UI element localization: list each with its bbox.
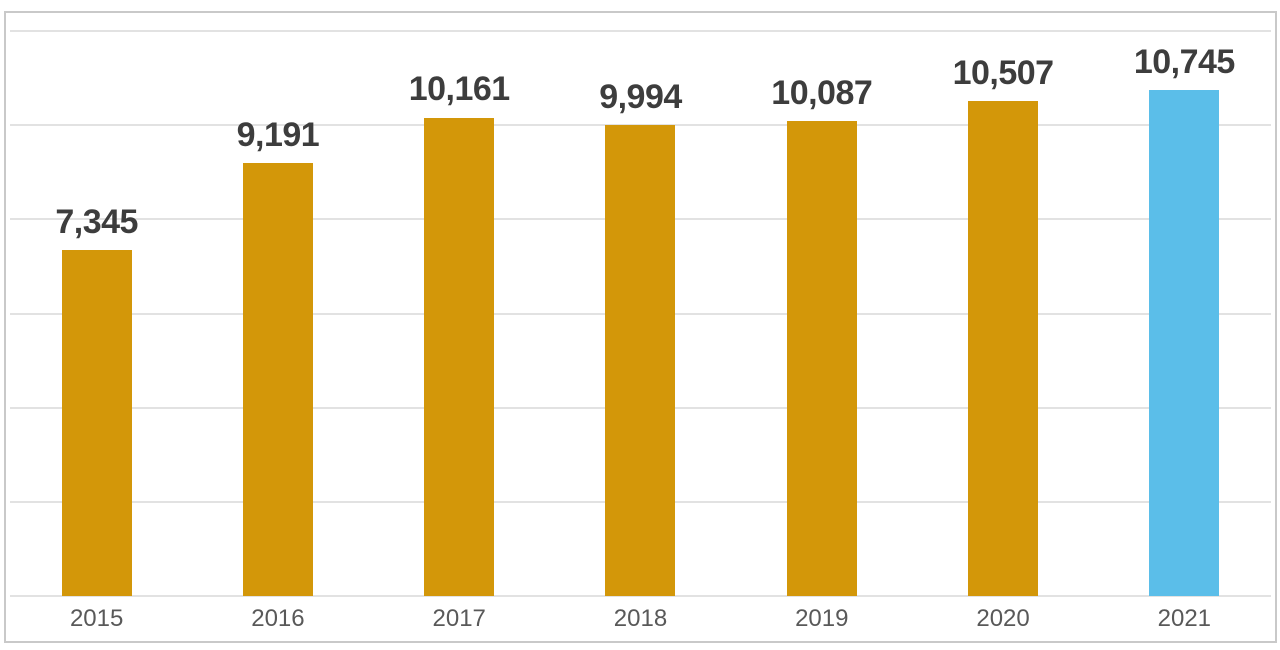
x-tick-label-2015: 2015: [69, 604, 124, 632]
plot-area: 7,345 9,191 10,161 9,994 10,087 10,507 10,745: [6, 30, 1275, 597]
data-label-2020: 10,507: [952, 53, 1055, 92]
x-tick-label-2020: 2020: [976, 604, 1030, 632]
x-axis: 2015 2016 2017 2018 2019 2020 2021: [6, 596, 1275, 641]
gridline-0: [10, 595, 1271, 597]
bar-2018: [605, 125, 676, 596]
bar-2021: [1149, 90, 1220, 596]
bar-column-2015: 7,345: [6, 31, 187, 596]
bar-column-2017: 10,161: [369, 31, 550, 596]
x-tick-label-2019: 2019: [795, 604, 849, 632]
data-label-2017: 10,161: [408, 70, 511, 109]
bar-2016: [242, 163, 313, 596]
bar-column-2020: 10,507: [912, 31, 1093, 596]
bar-column-2021: 10,745: [1094, 31, 1275, 596]
bar-column-2016: 9,191: [187, 31, 368, 596]
data-label-2021: 10,745: [1133, 42, 1236, 81]
x-tick-label-2017: 2017: [432, 604, 486, 632]
bar-2020: [968, 101, 1039, 596]
bar-chart: 7,345 9,191 10,161 9,994 10,087 10,507 10,745 …: [4, 11, 1277, 643]
bar-column-2018: 9,994: [550, 31, 731, 596]
bar-2017: [424, 117, 495, 596]
data-label-2019: 10,087: [771, 73, 873, 112]
data-label-2018: 9,994: [599, 78, 682, 117]
bar-2019: [786, 121, 857, 596]
data-label-2015: 7,345: [55, 202, 138, 241]
bar-2015: [61, 250, 132, 596]
x-tick-label-2021: 2021: [1157, 604, 1212, 632]
x-tick-label-2016: 2016: [251, 604, 305, 632]
gridline-12000: [10, 30, 1271, 32]
x-tick-label-2018: 2018: [613, 604, 668, 632]
gridline-10000: [10, 124, 1271, 127]
bar-column-2019: 10,087: [731, 31, 912, 596]
data-label-2016: 9,191: [236, 115, 320, 154]
